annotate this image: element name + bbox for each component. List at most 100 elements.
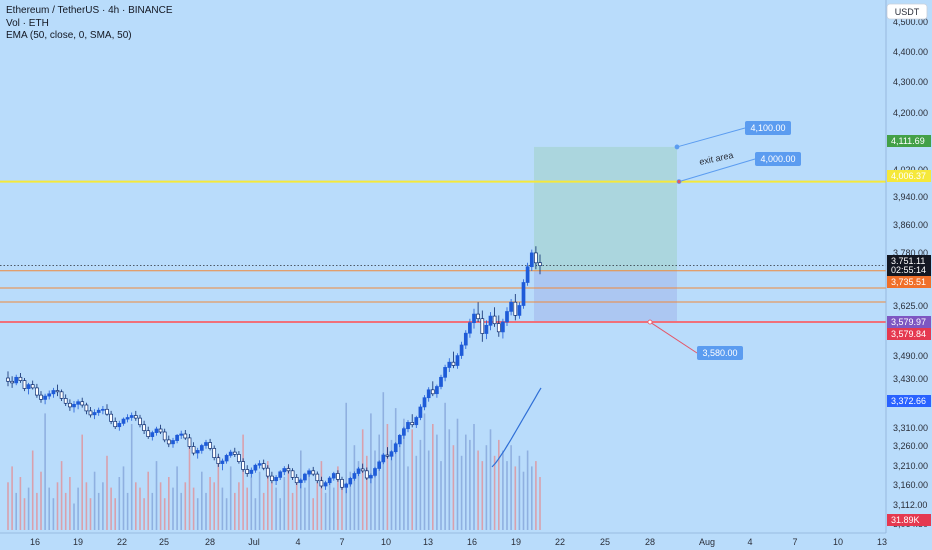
callout-leader — [678, 158, 756, 183]
candle-body — [385, 454, 390, 457]
volume-bar — [135, 482, 137, 530]
time-axis-tick: 22 — [555, 537, 565, 547]
price-axis-tick: 4,200.00 — [893, 108, 928, 118]
time-axis-tick: 22 — [117, 537, 127, 547]
candle-body — [525, 266, 530, 283]
volume-bar — [209, 477, 211, 530]
volume-bar — [498, 439, 500, 530]
candle-body — [406, 422, 410, 430]
volume-bar — [143, 498, 145, 530]
candle-body — [290, 470, 295, 478]
volume-bar — [126, 492, 129, 530]
volume-bar — [291, 492, 294, 530]
volume-bar — [469, 439, 471, 530]
price-tag — [887, 135, 931, 147]
candle-body — [59, 391, 64, 399]
volume-bar — [526, 450, 529, 530]
volume-bar — [89, 498, 92, 530]
candle-body — [80, 401, 85, 406]
price-callout-label: 3,580.00 — [702, 348, 737, 358]
volume-bar — [399, 445, 401, 530]
candle-body — [51, 390, 56, 395]
volume-bar — [333, 487, 335, 530]
price-axis-tick: 3,210.00 — [893, 461, 928, 471]
volume-bar — [374, 450, 376, 530]
volume-bar — [60, 461, 63, 530]
volume-bar — [93, 471, 96, 530]
volume-bar — [328, 477, 331, 530]
volume-bar — [370, 413, 372, 530]
price-tag-label: 3,751.11 — [891, 256, 925, 266]
volume-bar — [394, 408, 397, 530]
candle-body — [282, 468, 287, 473]
volume-bar — [73, 503, 75, 530]
volume-bar — [221, 487, 224, 530]
candle-body — [241, 461, 245, 470]
volume-bar — [192, 487, 195, 530]
price-tag-label: 3,579.97 — [891, 317, 926, 327]
volume-bar — [448, 429, 451, 530]
volume-bar — [267, 461, 269, 530]
price-axis-tick: 3,940.00 — [893, 192, 928, 202]
time-axis-tick: 4 — [747, 537, 752, 547]
price-axis-tick: 3,490.00 — [893, 351, 928, 361]
candle-body — [521, 282, 526, 306]
volume-bar — [415, 455, 418, 530]
candle-body — [92, 412, 97, 416]
candle-body — [88, 410, 93, 416]
candle-body — [270, 475, 274, 482]
candle-body — [162, 431, 167, 441]
volume-bar — [353, 445, 356, 530]
ema-indicator-label[interactable]: EMA (50, close, 0, SMA, 50) — [6, 30, 132, 41]
candle-body — [10, 380, 14, 384]
candle-body — [501, 321, 505, 333]
candle-body — [245, 469, 250, 474]
volume-bar — [205, 492, 207, 530]
candle-body — [356, 468, 361, 474]
candle-body — [414, 417, 419, 426]
volume-bar — [407, 466, 409, 530]
time-axis-tick: 13 — [877, 537, 887, 547]
candle-body — [430, 389, 435, 395]
volume-bar — [36, 492, 38, 530]
time-axis-tick: 19 — [73, 537, 83, 547]
candle-body — [179, 433, 184, 436]
candle-body — [154, 428, 159, 433]
candle-body — [447, 361, 452, 368]
candle-body — [63, 398, 68, 404]
volume-bar — [518, 455, 521, 530]
candle-body — [105, 408, 109, 415]
candle-body — [68, 402, 72, 408]
volume-indicator-label[interactable]: Vol · ETH — [6, 17, 49, 29]
candle-body — [216, 457, 221, 464]
volume-bar — [81, 434, 83, 530]
volume-bar — [312, 498, 314, 530]
symbol-title[interactable]: Ethereum / TetherUS · 4h · BINANCE — [6, 5, 173, 16]
volume-bar — [52, 498, 55, 530]
volume-bar — [242, 434, 244, 530]
price-axis-tick: 3,260.00 — [893, 441, 928, 451]
candle-body — [303, 473, 307, 481]
candle-body — [480, 318, 485, 334]
volume-bar — [341, 482, 343, 530]
candle-body — [6, 377, 10, 382]
candle-body — [509, 301, 513, 312]
volume-bar — [502, 450, 504, 530]
candle-body — [496, 323, 501, 333]
volume-bar — [254, 498, 257, 530]
price-axis-tick: 4,500.00 — [893, 17, 928, 27]
candle-body — [315, 473, 320, 482]
candle-body — [435, 386, 439, 395]
candle-body — [133, 415, 138, 419]
candle-body — [14, 376, 19, 384]
volume-bar — [217, 455, 220, 530]
candle-body — [534, 252, 538, 264]
volume-bar — [69, 477, 71, 530]
volume-bar — [27, 487, 30, 530]
price-callout — [755, 152, 801, 166]
candle-body — [150, 432, 155, 437]
chart-legend: Ethereum / TetherUS · 4h · BINANCE Vol ·… — [6, 5, 173, 43]
candle-body — [72, 403, 76, 408]
volume-bar — [180, 492, 182, 530]
